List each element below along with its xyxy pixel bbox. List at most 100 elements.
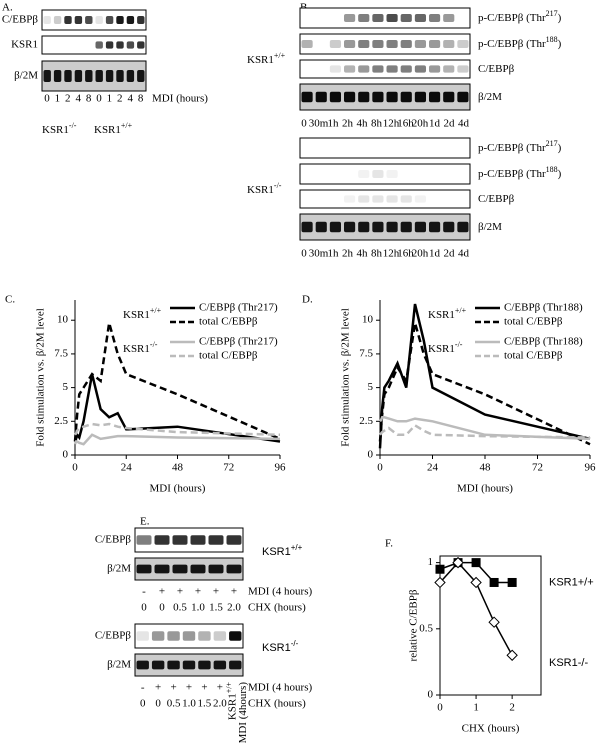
blot-band	[167, 631, 180, 641]
lane-label: 2	[117, 93, 123, 105]
blot-band	[344, 40, 356, 48]
mdi-mark: +	[186, 682, 192, 694]
annotation-base: KSR1	[123, 309, 150, 321]
y-tick-label: 0	[368, 449, 374, 461]
series-line	[378, 303, 591, 449]
y-tick-label: 10	[57, 314, 69, 326]
blot-band	[400, 195, 412, 203]
blot-band	[126, 70, 135, 82]
y-axis-label: Fold stimulation vs. β/2M level	[35, 308, 47, 447]
lane-label: 0	[301, 248, 307, 260]
blot-band	[386, 14, 398, 22]
blot	[299, 137, 471, 159]
blot-band	[414, 40, 426, 48]
blot-band	[358, 221, 370, 233]
blot-band	[457, 40, 469, 48]
blot-band	[443, 14, 455, 22]
row-label-text: p-C/EBPβ (Thr	[478, 168, 546, 180]
blot-band	[400, 221, 412, 233]
blot-band	[414, 91, 426, 103]
marker	[434, 576, 446, 589]
chx-label: CHX (hours)	[248, 602, 306, 614]
row-label-sup: 217	[546, 9, 558, 18]
blot	[134, 623, 244, 649]
row-label: β/2M	[14, 70, 38, 82]
lane-label: 16h	[397, 118, 414, 130]
y-tick-label: 10	[362, 314, 374, 326]
row-label-end: )	[558, 12, 562, 24]
panel-label: F.	[385, 538, 393, 550]
genotype: KSR1+/+	[247, 51, 286, 66]
blot	[41, 35, 147, 55]
blot-band	[190, 564, 206, 574]
blot-band	[358, 14, 370, 22]
legend-label: total C/EBPβ	[504, 350, 563, 362]
row-label-sup: 217	[546, 139, 558, 148]
lane-label: 2	[65, 93, 71, 105]
blot-band	[190, 535, 206, 545]
lane-label: 2h	[342, 248, 354, 260]
blot-band	[386, 221, 398, 233]
blot-band	[208, 564, 224, 574]
blot-band	[400, 14, 412, 22]
blot-band	[344, 221, 356, 233]
blot-band	[344, 14, 356, 22]
row-label: KSR1	[11, 39, 38, 51]
blot-band	[372, 221, 384, 233]
annotation-sup: -/-	[150, 340, 158, 349]
blot-band	[457, 91, 469, 103]
blot-band	[301, 40, 313, 48]
genotype-sup: +/+	[291, 543, 303, 552]
mdi-mark: -	[141, 682, 145, 694]
mdi-mark: +	[155, 682, 161, 694]
series-line	[73, 373, 281, 443]
annotation-base: KSR1	[428, 343, 455, 355]
blot-band	[95, 41, 103, 49]
blot-band	[136, 535, 152, 545]
blot-band	[372, 195, 384, 203]
blot-band	[372, 91, 384, 103]
genotype-base: KSR1	[94, 124, 121, 136]
blot-band	[457, 65, 469, 73]
blot-band	[105, 41, 114, 49]
marker	[471, 558, 481, 568]
chx-value: 2.0	[213, 698, 227, 710]
x-tick-label: 2	[509, 702, 515, 714]
blot	[299, 33, 471, 55]
genotype-base: KSR1	[247, 184, 274, 196]
lane-label: 1h	[328, 118, 340, 130]
row-label: C/EBPβ	[478, 193, 515, 205]
legend-label: total C/EBPβ	[199, 350, 258, 362]
y-tick-label: 5	[368, 381, 374, 393]
blot	[134, 527, 244, 553]
blot-band	[95, 16, 103, 24]
blot-band	[443, 91, 455, 103]
mdi-mark: +	[201, 682, 207, 694]
blot-band	[126, 41, 135, 49]
legend-label: C/EBPβ (Thr217)	[199, 302, 278, 314]
series-label: KSR1+/+	[549, 576, 594, 588]
blot-band	[429, 65, 441, 73]
chx-value: 1.5	[209, 602, 223, 614]
lane-label: 2d	[444, 248, 456, 260]
blot-band	[198, 631, 211, 641]
blot-band	[198, 660, 211, 670]
chx-value: 1.0	[182, 698, 196, 710]
blot-band	[213, 660, 227, 670]
blot-band	[226, 535, 242, 545]
lane-label: 4d	[458, 118, 470, 130]
chx-value: 0	[155, 698, 161, 710]
row-label: p-C/EBPβ (Thr188)	[478, 165, 562, 180]
y-tick-label: 0	[428, 689, 434, 701]
blot-band	[386, 170, 398, 178]
x-tick-label: 1	[473, 702, 479, 714]
x-tick-label: 96	[275, 462, 287, 474]
mdi-mark: +	[213, 586, 219, 598]
lane-label: 1	[107, 93, 113, 105]
mdi-mark: +	[231, 586, 237, 598]
genotype: KSR1-/-	[262, 639, 299, 654]
blot	[299, 163, 471, 185]
blot-band	[429, 221, 441, 233]
blot-band	[137, 41, 145, 49]
